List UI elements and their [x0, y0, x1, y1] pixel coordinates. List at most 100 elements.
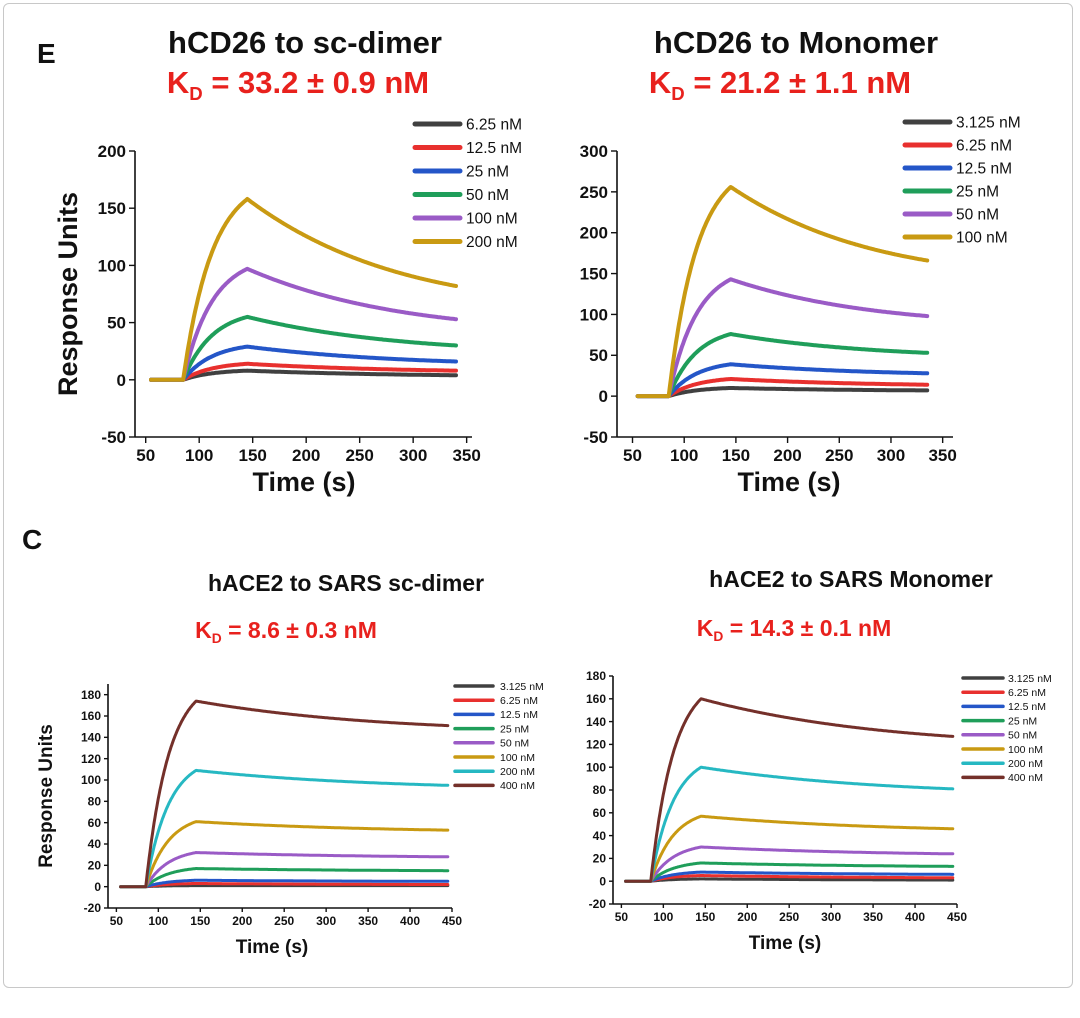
- chart-title: hCD26 to sc-dimer: [168, 25, 442, 60]
- panel-label-e: E: [37, 38, 56, 69]
- chart-3: hACE2 to SARS sc-dimer KD = 8.6 ± 0.3 nM -…: [36, 570, 544, 958]
- legend-label: 200 nM: [1008, 758, 1043, 770]
- legend-label: 12.5 nM: [466, 140, 522, 157]
- legend-label: 400 nM: [500, 780, 535, 792]
- y-tick-label: -20: [84, 901, 102, 915]
- series-line-2: [635, 377, 930, 399]
- y-tick-label: 160: [586, 692, 606, 706]
- series-line-5: [119, 851, 450, 889]
- x-tick-label: 400: [905, 910, 925, 924]
- kd-number: = 8.6 ± 0.3 nM: [222, 617, 377, 643]
- y-tick-label: 20: [88, 859, 102, 873]
- kd-value: KD = 33.2 ± 0.9 nM: [167, 65, 429, 104]
- kd-symbol: K: [195, 617, 212, 643]
- chart-4: hACE2 to SARS Monomer KD = 14.3 ± 0.1 nM -…: [586, 566, 1052, 954]
- x-axis-label: Time (s): [252, 467, 355, 497]
- legend-label: 3.125 nM: [956, 115, 1021, 132]
- legend-label: 6.25 nM: [1008, 687, 1046, 699]
- y-tick-label: 80: [88, 795, 102, 809]
- x-tick-label: 300: [821, 910, 841, 924]
- x-tick-label: 200: [737, 910, 757, 924]
- legend-label: 50 nM: [500, 738, 529, 750]
- series-line-1: [149, 368, 458, 382]
- x-tick-label: 350: [358, 914, 378, 928]
- y-tick-label: 60: [88, 816, 102, 830]
- x-tick-label: 200: [292, 446, 320, 465]
- x-tick-label: 150: [238, 446, 266, 465]
- x-axis-label: Time (s): [236, 937, 309, 958]
- x-tick-label: 250: [779, 910, 799, 924]
- y-tick-label: 60: [593, 806, 607, 820]
- legend-label: 25 nM: [466, 164, 509, 181]
- kd-subscript: D: [671, 83, 684, 104]
- y-tick-label: -50: [583, 428, 608, 447]
- series-line-3: [635, 362, 930, 399]
- y-tick-label: 100: [586, 760, 606, 774]
- y-tick-label: 300: [580, 142, 608, 161]
- kd-subscript: D: [212, 631, 222, 646]
- x-tick-label: 150: [695, 910, 715, 924]
- series-line-4: [119, 867, 450, 889]
- y-tick-label: 150: [580, 265, 608, 284]
- x-tick-label: 250: [274, 914, 294, 928]
- x-tick-label: 100: [653, 910, 673, 924]
- legend-label: 6.25 nM: [500, 695, 538, 707]
- kd-symbol: K: [697, 615, 714, 641]
- y-tick-label: 180: [81, 688, 101, 702]
- kd-symbol: K: [167, 65, 190, 100]
- y-tick-label: 120: [586, 738, 606, 752]
- series-line-7: [119, 768, 450, 889]
- legend-label: 100 nM: [500, 752, 535, 764]
- legend-label: 6.25 nM: [956, 138, 1012, 155]
- y-tick-label: 50: [107, 314, 126, 333]
- kd-number: = 14.3 ± 0.1 nM: [723, 615, 891, 641]
- series-line-8: [119, 699, 450, 889]
- y-tick-label: 200: [98, 142, 126, 161]
- y-tick-label: 0: [94, 880, 101, 894]
- y-tick-label: -20: [589, 897, 607, 911]
- legend: 3.125 nM 6.25 nM 12.5 nM 25 nM 50 nM 100 nM 20…: [453, 681, 544, 792]
- legend-label: 100 nM: [956, 230, 1008, 247]
- y-tick-label: 120: [81, 752, 101, 766]
- y-tick-label: 200: [580, 224, 608, 243]
- y-axis-label: Response Units: [36, 724, 57, 868]
- y-tick-label: 40: [593, 829, 607, 843]
- x-tick-label: 350: [452, 446, 480, 465]
- x-tick-label: 300: [877, 446, 905, 465]
- legend-label: 50 nM: [1008, 730, 1037, 742]
- legend-label: 50 nM: [956, 207, 999, 224]
- legend-label: 400 nM: [1008, 772, 1043, 784]
- legend-label: 25 nM: [956, 184, 999, 201]
- y-tick-label: 50: [589, 346, 608, 365]
- chart-title: hACE2 to SARS Monomer: [709, 566, 993, 592]
- series-line-8: [624, 697, 955, 883]
- legend-label: 12.5 nM: [956, 161, 1012, 178]
- legend-label: 12.5 nM: [1008, 701, 1046, 713]
- series-line-6: [149, 197, 458, 382]
- series-line-6: [624, 814, 955, 883]
- series-line-4: [635, 332, 930, 399]
- series-line-4: [624, 861, 955, 883]
- legend: 3.125 nM 6.25 nM 12.5 nM 25 nM 50 nM 100 nM 20…: [961, 673, 1052, 784]
- x-axis-label: Time (s): [737, 467, 840, 497]
- legend: 6.25 nM 12.5 nM 25 nM 50 nM 100 nM 200 nM: [412, 117, 522, 251]
- y-tick-label: 100: [98, 256, 126, 275]
- y-tick-label: 0: [599, 874, 606, 888]
- legend-label: 12.5 nM: [500, 709, 538, 721]
- series-line-4: [149, 314, 458, 382]
- x-tick-label: 200: [232, 914, 252, 928]
- series-line-7: [624, 765, 955, 883]
- legend-label: 3.125 nM: [500, 681, 544, 693]
- chart-1: hCD26 to sc-dimer KD = 33.2 ± 0.9 nM -50 0 5…: [53, 25, 522, 497]
- y-tick-label: 140: [586, 715, 606, 729]
- y-tick-label: 40: [88, 837, 102, 851]
- legend-label: 200 nM: [500, 766, 535, 778]
- figure-frame: [3, 3, 1073, 988]
- x-tick-label: 50: [623, 446, 642, 465]
- series-line-3: [119, 878, 450, 889]
- x-tick-label: 450: [442, 914, 462, 928]
- y-tick-label: 160: [81, 709, 101, 723]
- x-tick-label: 300: [316, 914, 336, 928]
- kd-number: = 33.2 ± 0.9 nM: [203, 65, 429, 100]
